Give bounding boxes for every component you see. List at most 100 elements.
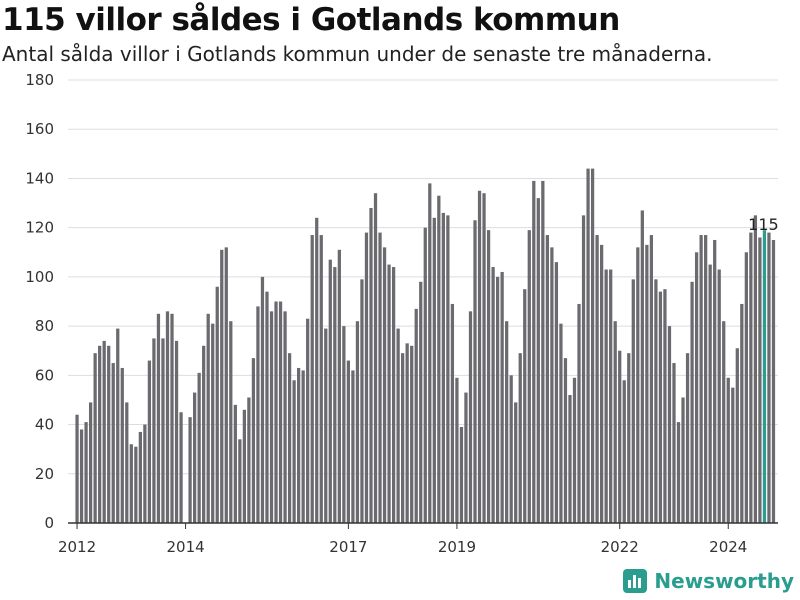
bar [464,392,468,523]
bar [667,326,672,523]
bar [206,313,210,523]
bar [518,353,522,523]
bar [242,409,246,523]
bar [75,414,79,523]
bar [713,239,717,523]
bar [509,375,513,523]
bar [590,168,595,523]
x-tick-label: 2014 [166,538,204,556]
bar [134,446,138,523]
bar [306,318,310,523]
bar [726,377,730,523]
y-tick-label: 100 [25,268,54,286]
bar [147,360,152,523]
bar [382,247,387,524]
bar [645,244,649,523]
bar [197,372,201,523]
bar [301,370,305,523]
bar [495,276,500,523]
bar [188,417,192,523]
bar [79,429,84,523]
bar [324,328,328,523]
bar [93,353,97,523]
bar [315,217,319,523]
bar [455,377,459,523]
bar [98,345,102,523]
bar [233,404,237,523]
bar [387,264,391,523]
bar [545,235,549,524]
bar [360,279,364,523]
bar [514,402,518,523]
bar [572,377,577,523]
bar [450,303,455,523]
bar [595,235,599,524]
bar [274,301,278,523]
bar [224,247,228,524]
bar [351,370,355,523]
brand-name: Newsworthy [654,569,794,593]
bar [428,183,432,523]
bar [373,193,378,523]
bar [740,303,744,523]
highlight-value-label: 115 [748,215,779,234]
bar [622,380,626,523]
bar [283,311,287,523]
bar [211,323,215,523]
bar [405,343,409,523]
bar [441,212,445,523]
bar [486,230,491,523]
bar [337,249,341,523]
bar [672,363,676,523]
bar [609,269,613,523]
bar [111,363,115,523]
bar [247,397,251,523]
bar [319,235,323,524]
bar [532,180,536,523]
brand-logo: Newsworthy [622,568,794,594]
bar [618,350,622,523]
bar [500,271,504,523]
y-tick-label: 180 [25,71,54,89]
newsworthy-logo-icon [623,569,648,593]
bar [559,323,563,523]
y-tick-label: 120 [25,219,54,237]
bar [554,262,559,523]
bar [437,195,441,524]
bar [550,247,554,524]
bar [473,220,477,523]
bar [482,193,486,523]
bar [107,345,111,523]
bar [658,291,663,523]
bar [143,424,147,523]
bar [364,232,369,523]
bar [600,244,604,523]
bar [125,402,129,523]
bar [342,326,346,523]
bar [613,321,617,523]
bar [731,387,735,523]
bar [138,431,142,523]
bar [156,313,161,523]
bar [265,291,269,523]
x-tick-label: 2012 [58,538,96,556]
bar [636,247,640,524]
bar [694,252,699,523]
bar [238,439,242,523]
bar [346,360,351,523]
x-tick-label: 2019 [438,538,476,556]
bar [260,276,265,523]
x-tick-label: 2024 [709,538,747,556]
bar [179,412,183,523]
bar [410,345,414,523]
bar [269,311,274,523]
bar [278,301,283,523]
bar [704,235,708,524]
bar [116,328,120,523]
bar [88,402,93,523]
bar [536,198,540,523]
bar [256,306,260,523]
bar [292,380,296,523]
bar [333,267,337,523]
